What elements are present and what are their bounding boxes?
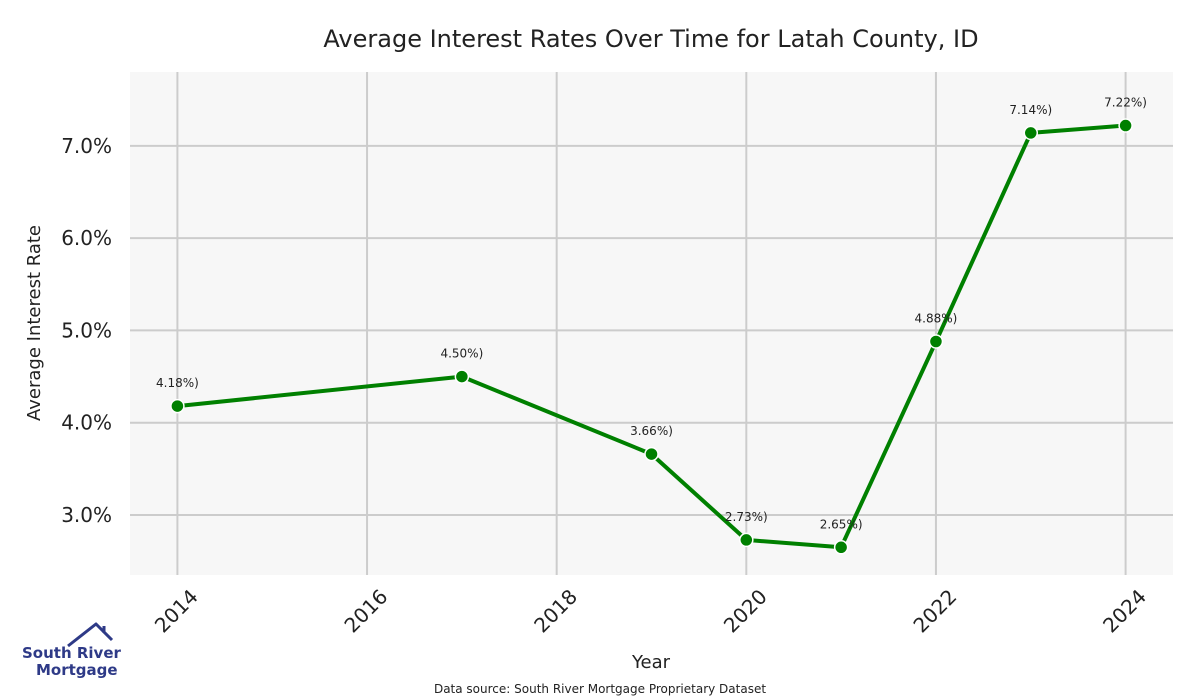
house-roof-icon	[67, 622, 114, 648]
x-tick-label: 2024	[1098, 584, 1151, 637]
y-axis-label: Average Interest Rate	[24, 225, 45, 421]
data-label: 2.73%)	[725, 510, 768, 524]
data-point	[739, 532, 754, 548]
logo-line-2: Mortgage	[36, 661, 118, 679]
data-point	[644, 446, 659, 462]
data-label: 7.14%)	[1009, 103, 1052, 117]
x-axis-ticks: 2014 2016 2018 2020 2022 2024	[150, 584, 1151, 637]
plot-area	[130, 72, 1173, 575]
source-note: Data source: South River Mortgage Propri…	[434, 682, 766, 696]
logo-line-1: South River	[22, 644, 122, 662]
x-tick-label: 2018	[529, 584, 582, 637]
data-label: 4.50%)	[440, 347, 483, 361]
x-axis-label: Year	[631, 652, 671, 673]
grid	[130, 72, 1173, 575]
data-point	[454, 369, 470, 384]
x-tick-label: 2020	[719, 584, 772, 637]
y-tick-label: 5.0%	[61, 318, 112, 342]
data-label: 7.22%)	[1104, 96, 1147, 110]
chart-title: Average Interest Rates Over Time for Lat…	[323, 25, 978, 53]
y-tick-label: 4.0%	[61, 411, 112, 435]
data-point	[928, 334, 944, 349]
data-point	[1023, 125, 1039, 141]
data-labels: 4.18%) 4.50%) 3.66%) 2.73%) 2.65%) 4.88%) 7.14…	[156, 96, 1147, 532]
series-line	[177, 123, 1126, 550]
y-tick-label: 3.0%	[61, 503, 112, 527]
y-axis-ticks: 3.0% 4.0% 5.0% 6.0% 7.0%	[61, 134, 112, 527]
x-tick-label: 2016	[340, 584, 393, 637]
data-label: 4.18%)	[156, 376, 199, 390]
y-tick-label: 7.0%	[61, 134, 112, 158]
logo: South River Mortgage	[22, 622, 122, 679]
y-tick-label: 6.0%	[61, 226, 112, 250]
x-tick-label: 2014	[150, 584, 203, 637]
x-tick-label: 2022	[908, 584, 961, 637]
data-points	[170, 118, 1133, 555]
data-label: 4.88%)	[915, 311, 958, 325]
data-point	[833, 540, 849, 555]
series-line-layer	[177, 123, 1126, 550]
data-point	[170, 398, 185, 414]
data-label: 2.65%)	[820, 517, 863, 531]
data-point	[1118, 118, 1133, 133]
data-label: 3.66%)	[630, 424, 673, 438]
